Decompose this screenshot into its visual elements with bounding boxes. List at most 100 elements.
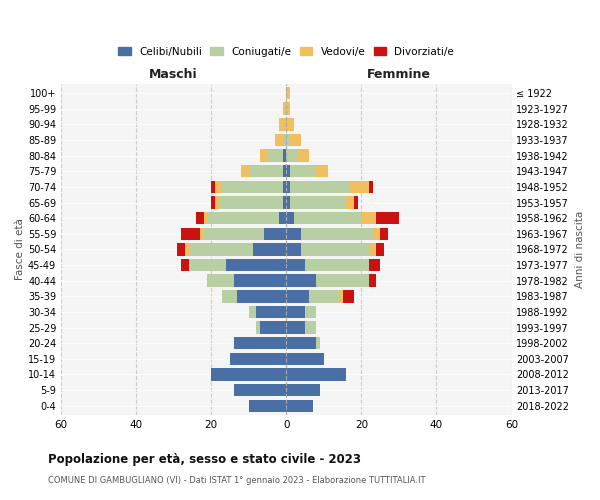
Bar [343, 290, 354, 302]
Bar [215, 180, 223, 193]
Bar [286, 87, 290, 100]
Bar [373, 228, 380, 240]
Bar [238, 290, 286, 302]
Bar [283, 134, 286, 146]
Bar [230, 352, 286, 365]
Bar [283, 102, 286, 115]
Bar [290, 180, 350, 193]
Bar [301, 243, 369, 256]
Bar [234, 337, 286, 349]
Bar [316, 165, 328, 177]
Bar [286, 306, 305, 318]
Bar [376, 243, 384, 256]
Bar [219, 196, 283, 209]
Bar [200, 228, 203, 240]
Bar [286, 196, 290, 209]
Bar [249, 400, 286, 412]
Bar [301, 228, 373, 240]
Bar [223, 180, 283, 193]
Bar [226, 259, 286, 272]
Bar [234, 274, 286, 287]
Bar [369, 180, 373, 193]
Bar [208, 212, 279, 224]
Bar [305, 259, 369, 272]
Bar [211, 180, 215, 193]
Bar [286, 243, 301, 256]
Bar [253, 243, 286, 256]
Bar [286, 150, 298, 162]
Bar [178, 243, 185, 256]
Bar [290, 165, 316, 177]
Bar [275, 134, 283, 146]
Bar [286, 368, 346, 380]
Bar [234, 384, 286, 396]
Bar [286, 322, 305, 334]
Bar [305, 322, 316, 334]
Bar [286, 180, 290, 193]
Bar [376, 212, 399, 224]
Bar [361, 212, 376, 224]
Bar [256, 322, 260, 334]
Bar [279, 118, 286, 130]
Bar [286, 337, 316, 349]
Bar [286, 384, 320, 396]
Bar [339, 290, 343, 302]
Bar [298, 150, 309, 162]
Bar [181, 259, 188, 272]
Bar [283, 180, 286, 193]
Text: Femmine: Femmine [367, 68, 431, 82]
Text: Maschi: Maschi [149, 68, 198, 82]
Bar [286, 259, 305, 272]
Bar [290, 196, 346, 209]
Bar [215, 196, 219, 209]
Bar [188, 259, 226, 272]
Legend: Celibi/Nubili, Coniugati/e, Vedovi/e, Divorziati/e: Celibi/Nubili, Coniugati/e, Vedovi/e, Di… [114, 42, 458, 61]
Bar [249, 306, 256, 318]
Bar [223, 290, 238, 302]
Bar [286, 118, 294, 130]
Bar [208, 274, 234, 287]
Bar [346, 196, 354, 209]
Bar [316, 337, 320, 349]
Bar [211, 368, 286, 380]
Bar [286, 400, 313, 412]
Bar [354, 196, 358, 209]
Text: Popolazione per età, sesso e stato civile - 2023: Popolazione per età, sesso e stato civil… [48, 452, 361, 466]
Bar [181, 228, 200, 240]
Text: COMUNE DI GAMBUGLIANO (VI) - Dati ISTAT 1° gennaio 2023 - Elaborazione TUTTITALI: COMUNE DI GAMBUGLIANO (VI) - Dati ISTAT … [48, 476, 425, 485]
Bar [203, 228, 264, 240]
Bar [256, 306, 286, 318]
Bar [286, 165, 290, 177]
Bar [268, 150, 283, 162]
Bar [260, 322, 286, 334]
Bar [369, 243, 376, 256]
Bar [316, 274, 369, 287]
Y-axis label: Anni di nascita: Anni di nascita [575, 211, 585, 288]
Bar [249, 165, 283, 177]
Bar [369, 259, 380, 272]
Bar [290, 134, 301, 146]
Bar [305, 306, 316, 318]
Bar [196, 212, 203, 224]
Bar [369, 274, 376, 287]
Bar [283, 196, 286, 209]
Bar [188, 243, 253, 256]
Bar [294, 212, 361, 224]
Bar [241, 165, 249, 177]
Y-axis label: Fasce di età: Fasce di età [15, 218, 25, 280]
Bar [286, 290, 309, 302]
Bar [211, 196, 215, 209]
Bar [283, 150, 286, 162]
Bar [185, 243, 188, 256]
Bar [286, 102, 290, 115]
Bar [286, 134, 290, 146]
Bar [203, 212, 208, 224]
Bar [264, 228, 286, 240]
Bar [260, 150, 268, 162]
Bar [350, 180, 369, 193]
Bar [286, 274, 316, 287]
Bar [279, 212, 286, 224]
Bar [380, 228, 388, 240]
Bar [286, 212, 294, 224]
Bar [286, 228, 301, 240]
